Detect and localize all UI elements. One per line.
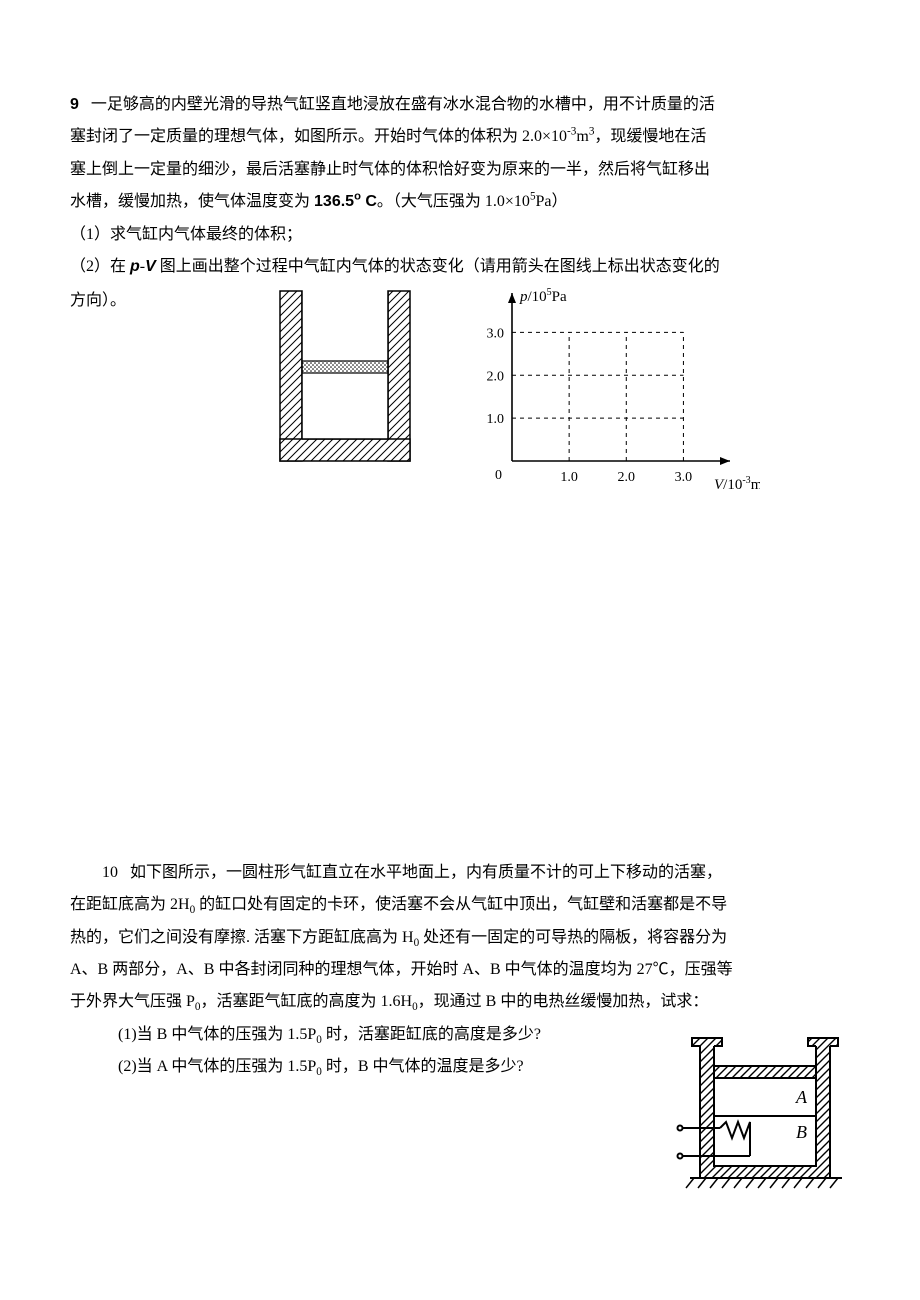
svg-text:1.0: 1.0 xyxy=(487,412,505,427)
q10-line3: 热的，它们之间没有摩擦. 活塞下方距缸底高为 H0 处还有一固定的可导热的隔板，… xyxy=(70,923,850,953)
svg-text:1.0: 1.0 xyxy=(560,470,578,485)
q10-block: 10 如下图所示，一圆柱形气缸直立在水平地面上，内有质量不计的可上下移动的活塞，… xyxy=(70,858,850,1083)
q9-line3: 塞上倒上一定量的细沙，最后活塞静止时气体的体积恰好变为原来的一半，然后将气缸移出 xyxy=(70,155,850,185)
svg-text:0: 0 xyxy=(495,468,502,483)
q10-line5: 于外界大气压强 P0，活塞距气缸底的高度为 1.6H0，现通过 B 中的电热丝缓… xyxy=(70,987,850,1017)
q10-line2: 在距缸底高为 2H0 的缸口处有固定的卡环，使活塞不会从气缸中顶出，气缸壁和活塞… xyxy=(70,890,850,920)
q9-text-l1: 一足够高的内壁光滑的导热气缸竖直地浸放在盛有冰水混合物的水槽中，用不计质量的活 xyxy=(91,96,715,113)
q9-line4: 水槽，缓慢加热，使气体温度变为 136.5o C。（大气压强为 1.0×105P… xyxy=(70,187,850,217)
q9-sub2a: （2）在 p-V 图上画出整个过程中气缸内气体的状态变化（请用箭头在图线上标出状… xyxy=(70,252,850,282)
q10-line4: A、B 两部分，A、B 中各封闭同种的理想气体，开始时 A、B 中气体的温度均为… xyxy=(70,955,850,985)
q9-sub1: （1）求气缸内气体最终的体积； xyxy=(70,220,850,250)
q10-line1: 10 如下图所示，一圆柱形气缸直立在水平地面上，内有质量不计的可上下移动的活塞， xyxy=(70,858,850,888)
label-b: B xyxy=(796,1122,807,1142)
pv-chart: p/105Pa V/10-3m3 1.0 2.0 3.0 1.0 2.0 3.0 0 xyxy=(460,286,760,517)
svg-text:3.0: 3.0 xyxy=(487,327,505,342)
svg-text:2.0: 2.0 xyxy=(618,470,636,485)
svg-text:3.0: 3.0 xyxy=(675,470,693,485)
q9-number: 9 xyxy=(70,96,79,113)
q9-figure-row: 方向）。 xyxy=(70,286,850,517)
label-a: A xyxy=(795,1087,808,1107)
q9-line1: 9 一足够高的内壁光滑的导热气缸竖直地浸放在盛有冰水混合物的水槽中，用不计质量的… xyxy=(70,90,850,120)
q9-sub2-tail: 方向）。 xyxy=(70,286,130,316)
q10-number: 10 xyxy=(102,864,118,881)
svg-text:2.0: 2.0 xyxy=(487,370,505,385)
svg-text:V/10-3m3: V/10-3m3 xyxy=(714,475,760,493)
q10-diagram: A B xyxy=(670,1028,850,1204)
cylinder-diagram xyxy=(270,286,420,477)
q9-line2: 塞封闭了一定质量的理想气体，如图所示。开始时气体的体积为 2.0×10-3m3，… xyxy=(70,122,850,152)
svg-text:p/105Pa: p/105Pa xyxy=(519,287,567,305)
